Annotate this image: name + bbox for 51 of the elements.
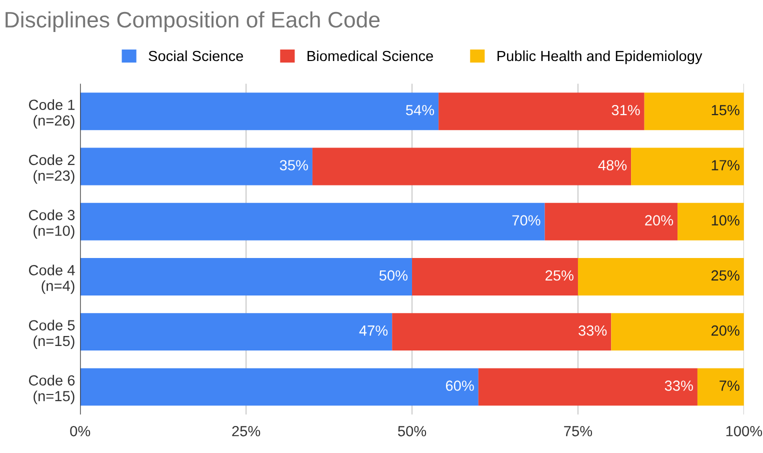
bar	[544, 202, 678, 240]
y-tick-label: Code 3 (n=10)	[28, 210, 75, 239]
data-label: 20%	[645, 215, 674, 226]
bar	[678, 202, 744, 240]
data-label: 54%	[406, 105, 434, 116]
data-label: 7%	[720, 380, 740, 391]
data-label: 25%	[546, 270, 574, 281]
bar	[80, 368, 478, 406]
x-tick-label: 50%	[398, 426, 426, 436]
chart-title: Disciplines Composition of Each Code	[6, 11, 380, 32]
legend-label: Public Health and Epidemiology	[498, 50, 702, 64]
bar	[412, 258, 578, 296]
bar	[312, 148, 632, 186]
bar	[631, 148, 744, 186]
y-tick-label: Code 1 (n=26)	[28, 99, 75, 129]
data-label: 15%	[712, 105, 740, 116]
data-label: 31%	[612, 104, 640, 116]
x-tick-label: 100%	[726, 426, 762, 436]
data-label: 50%	[379, 270, 408, 281]
bar	[478, 368, 698, 406]
y-tick-label: Code 2 (n=23)	[28, 154, 75, 184]
x-tick-label: 25%	[232, 426, 260, 436]
bar	[438, 92, 644, 130]
data-label: 33%	[578, 325, 607, 336]
y-tick-label: Code 5 (n=15)	[28, 320, 75, 350]
data-label: 60%	[446, 380, 474, 391]
bar	[80, 313, 392, 351]
data-label: 20%	[711, 325, 740, 336]
bar	[80, 258, 412, 296]
bar	[578, 258, 744, 296]
data-label: 17%	[712, 160, 740, 170]
data-label: 33%	[664, 380, 693, 391]
data-label: 47%	[359, 325, 388, 336]
bar	[697, 368, 744, 406]
y-tick-label: Code 6 (n=15)	[28, 374, 75, 404]
bar	[80, 92, 439, 130]
data-label: 35%	[280, 160, 308, 170]
x-tick-label: 75%	[564, 426, 592, 436]
y-tick-label: Code 4 (n=4)	[28, 264, 75, 294]
data-label: 70%	[512, 215, 540, 226]
bar	[80, 148, 312, 186]
data-label: 10%	[712, 215, 740, 226]
bar	[611, 313, 744, 351]
legend-label: Social Science	[148, 50, 244, 62]
bar	[644, 92, 744, 130]
data-label: 25%	[711, 270, 740, 281]
data-label: 48%	[598, 160, 627, 170]
bar	[80, 202, 545, 240]
legend-label: Biomedical Science	[308, 50, 434, 62]
x-tick-label: 0%	[70, 426, 90, 436]
bar	[392, 313, 612, 351]
